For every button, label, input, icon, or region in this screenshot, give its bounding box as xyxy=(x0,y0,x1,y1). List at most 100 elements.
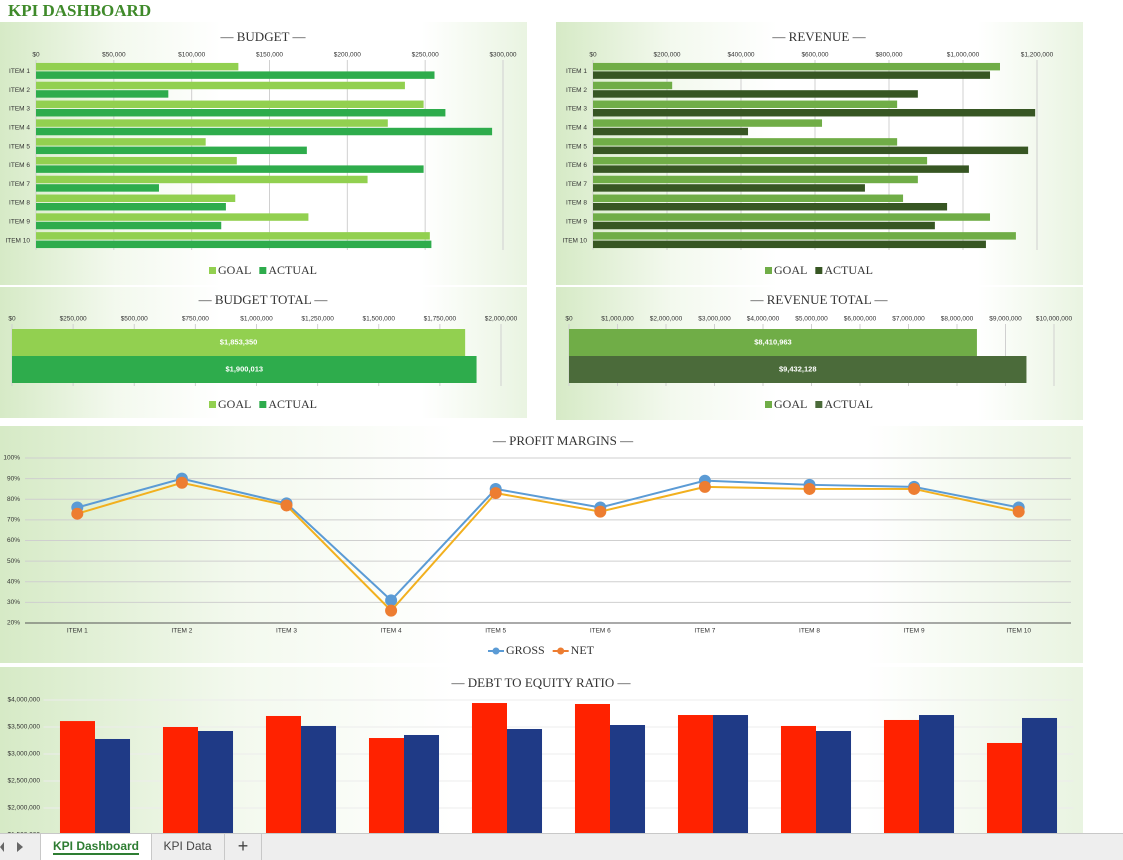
bar xyxy=(36,146,307,155)
scroll-right[interactable] xyxy=(17,842,23,852)
y-tick-label: 50% xyxy=(7,558,20,565)
x-tick-label: $6,000,000 xyxy=(844,316,877,323)
x-tick-label: $500,000 xyxy=(121,316,148,323)
category-label: ITEM 1 xyxy=(566,68,587,75)
x-tick-label: $1,200,000 xyxy=(1021,52,1054,59)
tab[interactable]: KPI Data xyxy=(151,834,225,860)
category-label: ITEM 1 xyxy=(67,628,88,635)
value-label: $8,410,963 xyxy=(754,337,792,346)
legend-swatch xyxy=(815,267,823,274)
bar xyxy=(162,727,198,833)
tab-scroll[interactable] xyxy=(0,834,40,860)
marker xyxy=(698,480,711,493)
bar xyxy=(404,734,440,833)
x-tick-label: $200,000 xyxy=(334,52,361,59)
x-tick-label: $0 xyxy=(32,52,40,59)
x-tick-label: $50,000 xyxy=(102,52,126,59)
x-tick-label: $0 xyxy=(565,316,573,323)
bar xyxy=(593,203,948,211)
bar xyxy=(36,156,237,165)
bar xyxy=(593,165,969,173)
category-label: ITEM 4 xyxy=(9,125,30,132)
bar xyxy=(593,62,1000,71)
bar xyxy=(265,715,301,833)
marker xyxy=(594,505,607,518)
x-tick-label: $1,000,000 xyxy=(240,316,273,323)
bar xyxy=(919,715,955,833)
chart-title: — REVENUE — xyxy=(771,29,866,44)
y-tick-label: 20% xyxy=(7,620,20,627)
value-label: $1,900,013 xyxy=(226,364,264,373)
legend: GOAL ACTUAL xyxy=(209,263,317,277)
x-tick-label: $1,000,000 xyxy=(947,52,980,59)
bar xyxy=(593,119,823,127)
bar xyxy=(198,730,234,833)
bar xyxy=(36,221,222,230)
category-label: ITEM 7 xyxy=(9,181,30,188)
x-tick-label: $100,000 xyxy=(178,52,205,59)
bar xyxy=(713,715,749,833)
bar xyxy=(986,742,1022,833)
tab-label[interactable]: KPI Dashboard xyxy=(52,839,139,855)
category-label: ITEM 4 xyxy=(381,628,402,635)
x-tick-label: $7,000,000 xyxy=(892,316,925,323)
y-tick-label: $3,500,000 xyxy=(7,724,40,731)
x-tick-label: $0 xyxy=(8,316,16,323)
bar xyxy=(59,721,95,833)
category-label: ITEM 3 xyxy=(566,106,587,113)
value-label: $1,853,350 xyxy=(220,337,258,346)
bar xyxy=(593,194,904,202)
x-tick-label: $3,000,000 xyxy=(698,316,731,323)
bar xyxy=(36,71,435,79)
legend: GOAL ACTUAL xyxy=(765,397,873,411)
marker xyxy=(1012,505,1025,518)
bar xyxy=(593,213,991,221)
y-tick-label: 100% xyxy=(3,455,20,462)
category-label: ITEM 5 xyxy=(9,143,30,150)
bar xyxy=(36,100,424,108)
x-tick-label: $8,000,000 xyxy=(941,316,974,323)
bar xyxy=(12,356,477,383)
series-line xyxy=(77,481,1019,613)
add-tab[interactable]: + xyxy=(225,834,262,860)
x-tick-label: $2,000,000 xyxy=(650,316,683,323)
dashboard-title: KPI DASHBOARD xyxy=(8,1,151,20)
sheet-tabs: KPI Dashboard KPI Data + xyxy=(0,833,1123,860)
bar xyxy=(507,728,543,833)
y-tick-label: $2,000,000 xyxy=(7,805,40,812)
bar xyxy=(95,738,131,833)
x-tick-label: $1,000,000 xyxy=(601,316,634,323)
x-tick-label: $400,000 xyxy=(727,52,754,59)
x-tick-label: $800,000 xyxy=(875,52,902,59)
category-label: ITEM 3 xyxy=(276,628,297,635)
x-tick-label: $200,000 xyxy=(653,52,680,59)
category-label: ITEM 6 xyxy=(9,162,30,169)
bar xyxy=(610,725,646,833)
category-label: ITEM 9 xyxy=(9,219,30,226)
category-label: ITEM 2 xyxy=(9,87,30,94)
legend-label: ACTUAL xyxy=(268,397,317,411)
legend-swatch xyxy=(259,401,267,408)
bar xyxy=(36,119,388,127)
bar xyxy=(12,329,466,356)
x-tick-label: $9,000,000 xyxy=(989,316,1022,323)
bar xyxy=(36,90,169,98)
y-tick-label: $2,500,000 xyxy=(7,778,40,785)
y-tick-label: $1,500,000 xyxy=(7,832,40,833)
series-line xyxy=(77,477,1019,602)
x-tick-label: $1,750,000 xyxy=(424,316,457,323)
category-label: ITEM 10 xyxy=(5,237,30,244)
category-label: ITEM 9 xyxy=(566,219,587,226)
x-tick-label: $4,000,000 xyxy=(747,316,780,323)
y-tick-label: 70% xyxy=(7,517,20,524)
scroll-left[interactable] xyxy=(0,842,4,852)
category-label: ITEM 7 xyxy=(566,181,587,188)
bar xyxy=(593,127,749,136)
bar xyxy=(36,213,309,221)
bar xyxy=(36,109,446,117)
category-label: ITEM 9 xyxy=(904,628,925,635)
x-tick-label: $2,000,000 xyxy=(485,316,518,323)
legend-label: GOAL xyxy=(774,263,807,277)
tab-active[interactable]: KPI Dashboard xyxy=(40,834,152,860)
